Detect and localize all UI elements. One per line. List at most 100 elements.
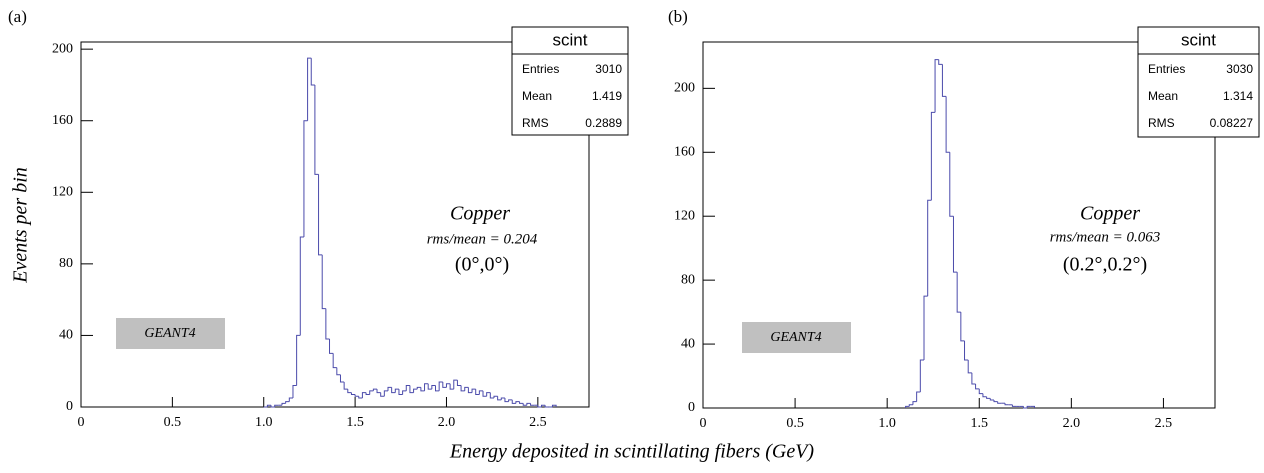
histogram-bin (964, 340, 969, 361)
histogram-bin (361, 392, 367, 399)
stats-value: 3030 (1226, 62, 1253, 76)
histogram-bin (978, 388, 983, 395)
histogram-bin (336, 367, 341, 376)
stats-value: 1.419 (592, 89, 622, 103)
plot-frame (702, 41, 1216, 409)
histogram-bin (398, 389, 403, 395)
panel-label: (b) (668, 7, 688, 26)
histogram-bin (435, 385, 440, 392)
histogram-bin (530, 403, 535, 406)
stats-label: RMS (1148, 116, 1175, 130)
histogram-bin (266, 404, 272, 407)
annotation: Copper (450, 203, 510, 225)
y-tick-label: 200 (674, 81, 695, 96)
histogram-bin (975, 384, 980, 390)
histogram-bin (908, 404, 913, 407)
histogram-bin (365, 392, 370, 395)
stats-title: scint (1181, 30, 1216, 49)
histogram-bin (303, 120, 308, 238)
stats-box (511, 26, 629, 136)
histogram-bin (997, 401, 1002, 404)
histogram-bin (1030, 405, 1036, 408)
histogram-bin (270, 405, 275, 408)
histogram-bin (986, 396, 991, 399)
histogram-bin (912, 401, 917, 405)
histogram-bin (916, 391, 921, 402)
x-tick-label: 1.5 (346, 415, 364, 430)
y-tick-label: 0 (688, 400, 695, 415)
x-axis-label: Energy deposited in scintillating fibers… (449, 441, 815, 463)
histogram-bin (438, 381, 443, 391)
histogram-bin (318, 174, 323, 256)
x-tick-label: 2.5 (529, 415, 547, 430)
histogram-bin (281, 402, 286, 406)
histogram-bin (442, 381, 447, 388)
histogram-bin (504, 398, 509, 403)
histogram-bin (456, 380, 462, 387)
geant4-box (742, 322, 851, 353)
histogram-bin (500, 397, 505, 400)
histogram-bin (343, 381, 348, 390)
y-tick-label: 160 (52, 113, 73, 128)
histogram-bin (1011, 404, 1017, 407)
geant4-label: GEANT4 (144, 326, 195, 341)
histogram-bin (420, 387, 425, 392)
histogram-bin (486, 392, 491, 397)
geant4-box (116, 318, 225, 349)
x-tick-label: 2.5 (1155, 416, 1173, 431)
histogram-bin (967, 360, 972, 374)
y-axis-label: Events per bin (10, 167, 32, 284)
y-tick-label: 80 (59, 256, 73, 271)
histogram-bin (551, 404, 557, 407)
stats-value: 1.314 (1223, 89, 1253, 103)
histogram-bin (971, 372, 976, 385)
histogram-bin (350, 392, 356, 395)
histogram-bin (464, 386, 469, 391)
y-tick-label: 120 (52, 185, 73, 200)
histogram-bin (982, 393, 987, 398)
histogram-bin (413, 388, 418, 393)
histogram-bin (394, 388, 399, 393)
stats-value: 0.08227 (1210, 116, 1254, 130)
y-tick-label: 80 (681, 272, 695, 287)
histogram-bin (1022, 406, 1028, 409)
stats-label: RMS (522, 116, 549, 130)
histogram-bin (299, 236, 304, 336)
histogram-bin (409, 385, 414, 394)
x-tick-label: 0.5 (786, 416, 804, 431)
x-tick-label: 0 (700, 416, 707, 431)
histogram-bin (522, 403, 527, 406)
histogram-bin (285, 401, 290, 404)
histogram-bin (475, 389, 480, 395)
histogram-bin (372, 388, 378, 391)
y-tick-label: 160 (674, 144, 695, 159)
histogram-bin (515, 401, 520, 404)
histogram-bin (919, 359, 925, 393)
histogram-bin (339, 374, 345, 383)
stats-label: Entries (1148, 62, 1185, 76)
histogram-bin (402, 390, 407, 395)
histogram-bin (945, 96, 950, 153)
histogram-bin (923, 295, 928, 361)
histogram-bin (288, 397, 293, 402)
stats-value: 3010 (595, 62, 622, 76)
histogram-bin (930, 111, 936, 201)
x-tick-label: 1.0 (878, 416, 896, 431)
histogram-bin (927, 199, 932, 297)
annotation: rms/mean = 0.204 (427, 231, 538, 247)
x-tick-label: 1.0 (255, 415, 273, 430)
histogram-bin (526, 402, 531, 406)
stats-value: 0.2889 (585, 116, 622, 130)
histogram-bin (296, 334, 301, 386)
histogram-bin (431, 385, 436, 390)
histogram-bin (387, 386, 392, 391)
histogram-bin (383, 390, 388, 397)
histogram-bin (489, 392, 494, 399)
histogram-bin (321, 254, 326, 310)
y-tick-label: 0 (66, 399, 73, 414)
histogram-bin (376, 389, 381, 394)
histogram-bin (938, 59, 943, 65)
y-tick-label: 40 (681, 336, 695, 351)
stats-label: Entries (522, 62, 559, 76)
histogram-bin (540, 404, 546, 407)
